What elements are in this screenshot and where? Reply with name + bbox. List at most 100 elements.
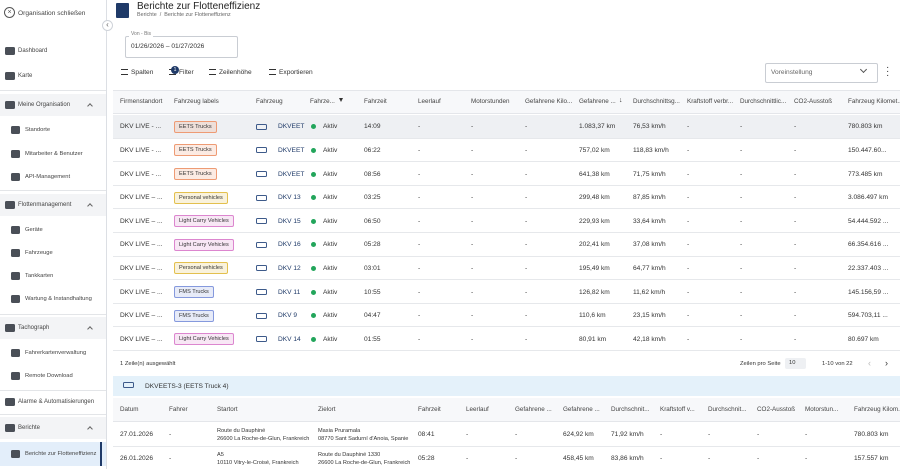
rows-per-page[interactable]: 10	[785, 358, 806, 369]
table-row[interactable]	[113, 115, 900, 139]
detail-column-header[interactable]: Fahrzeug Kilom...	[854, 406, 900, 413]
detail-column-header[interactable]: Kraftstoff v...	[660, 406, 695, 413]
sidebar-section-bg	[0, 317, 106, 339]
column-header[interactable]: Fahrzeug	[256, 98, 283, 105]
sidebar-item[interactable]: Meine Organisation	[18, 102, 71, 108]
more-menu[interactable]: · · ·	[886, 62, 890, 81]
toolbar-button[interactable]: Zeilenhöhe	[219, 69, 252, 76]
toolbar-button[interactable]: Exportieren	[279, 69, 313, 76]
table-row[interactable]	[113, 186, 900, 210]
column-header[interactable]: Durchschnittsg...	[633, 98, 680, 105]
detail-column-header[interactable]: Datum	[120, 406, 139, 413]
cell: -	[418, 146, 421, 154]
table-row[interactable]	[113, 327, 900, 351]
column-header[interactable]: Fahrze...	[310, 98, 335, 105]
detail-cell: -	[466, 455, 469, 462]
table-row[interactable]	[113, 209, 900, 233]
cell: -	[418, 217, 421, 225]
sidebar-item[interactable]: Standorte	[25, 127, 51, 133]
cell: 780.803 km	[848, 123, 883, 131]
cell: DKV LIVE – ...	[120, 288, 163, 296]
detail-cell: -	[708, 431, 711, 438]
close-icon[interactable]: ×	[4, 7, 15, 18]
detail-column-header[interactable]: Durchschnit...	[708, 406, 747, 413]
cell: DKVEET	[278, 123, 305, 131]
sidebar-item[interactable]: Tankkarten	[25, 273, 54, 279]
cell: -	[525, 146, 528, 154]
detail-row[interactable]	[113, 423, 900, 447]
next-page[interactable]: ›	[885, 358, 888, 368]
detail-column-header[interactable]: Gefahrene ...	[563, 406, 600, 413]
date-box[interactable]	[125, 36, 238, 58]
detail-cell: 157.557 km	[854, 455, 889, 462]
sidebar-item[interactable]: Flottenmanagement	[18, 202, 72, 208]
cell: 23,15 km/h	[633, 312, 666, 320]
cell: DKV 12	[278, 264, 301, 272]
sidebar-icon	[11, 226, 20, 234]
sidebar-item[interactable]: Mitarbeiter & Benutzer	[25, 151, 83, 157]
table-row[interactable]	[113, 139, 900, 163]
column-header[interactable]: Fahrzeug labels	[174, 98, 219, 105]
detail-column-header[interactable]: Zielort	[318, 406, 336, 413]
detail-bar	[113, 376, 900, 396]
sidebar-item[interactable]: Fahrzeuge	[25, 250, 53, 256]
breadcrumb[interactable]: Berichte	[137, 12, 157, 18]
sidebar-item[interactable]: Tachograph	[18, 325, 50, 331]
cell: -	[794, 146, 797, 154]
detail-column-header[interactable]: Fahrzeit	[418, 406, 441, 413]
column-header[interactable]: Leerlauf	[418, 98, 441, 105]
table-row[interactable]	[113, 233, 900, 257]
sidebar-item[interactable]: Fahrerkartenverwaltung	[25, 350, 87, 356]
detail-column-header[interactable]: Leerlauf	[466, 406, 489, 413]
detail-column-header[interactable]: Durchschnit...	[611, 406, 650, 413]
cell: -	[418, 123, 421, 131]
preset-label[interactable]: Voreinstellung	[771, 69, 813, 76]
toolbar-button[interactable]: Filter	[179, 69, 194, 76]
detail-column-header[interactable]: CO2-Ausstoß	[757, 406, 796, 413]
toolbar-button[interactable]: Spalten	[131, 69, 154, 76]
date-label: Von - Bis	[129, 31, 154, 38]
detail-title: DKVEETS-3 (EETS Truck 4)	[145, 383, 229, 390]
sidebar-item[interactable]: Geräte	[25, 227, 43, 233]
sidebar-toggle[interactable]: ‹	[102, 20, 113, 31]
detail-cell: -	[466, 431, 469, 438]
sidebar-item[interactable]: Remote Download	[25, 373, 73, 379]
cell: 66.354.616 ...	[848, 241, 889, 249]
cell: 10:55	[364, 288, 381, 296]
cell: Aktiv	[323, 217, 338, 225]
close-org[interactable]: Organisation schließen	[18, 10, 86, 17]
detail-column-header[interactable]: Motorstun...	[805, 406, 839, 413]
table-row[interactable]	[113, 280, 900, 304]
sidebar-item[interactable]: API-Management	[25, 174, 71, 180]
table-row[interactable]	[113, 304, 900, 328]
prev-page[interactable]: ‹	[868, 358, 871, 368]
sidebar-item[interactable]: Berichte	[18, 425, 41, 431]
table-row[interactable]	[113, 162, 900, 186]
detail-column-header[interactable]: Gefahrene ...	[515, 406, 552, 413]
cell: -	[687, 170, 690, 178]
column-header[interactable]: Fahrzeug Kilomet...	[848, 98, 900, 105]
sidebar-item[interactable]: Karte	[18, 73, 33, 79]
preset-select[interactable]	[765, 63, 878, 83]
cell: 202,41 km	[579, 241, 610, 249]
cell: 64,77 km/h	[633, 264, 666, 272]
address-line: 26600 La Roche-de-Glun, Frankreich	[318, 459, 411, 466]
detail-column-header[interactable]: Startort	[217, 406, 238, 413]
column-header[interactable]: Gefahrene ...	[579, 98, 616, 105]
column-header[interactable]: Durchschnittlic...	[740, 98, 787, 105]
cell: -	[740, 335, 743, 343]
sidebar-item[interactable]: Berichte zur Flotteneffizienz	[25, 451, 97, 457]
column-header[interactable]: Motorstunden	[471, 98, 510, 105]
column-header[interactable]: Kraftstoff verbr...	[687, 98, 734, 105]
column-header[interactable]: Firmenstandort	[120, 98, 163, 105]
vehicle-label: Personal vehicles	[174, 262, 228, 275]
table-row[interactable]	[113, 257, 900, 281]
date-value[interactable]: 01/26/2026 – 01/27/2026	[131, 43, 205, 50]
sidebar-item[interactable]: Alarme & Automatisierungen	[18, 399, 95, 405]
sidebar-item[interactable]: Dashboard	[18, 48, 48, 54]
column-header[interactable]: Gefahrene Kilo...	[525, 98, 573, 105]
sidebar-item[interactable]: Wartung & Instandhaltung	[25, 296, 92, 302]
detail-column-header[interactable]: Fahrer	[169, 406, 188, 413]
column-header[interactable]: CO2-Ausstoß	[794, 98, 833, 105]
column-header[interactable]: Fahrzeit	[364, 98, 387, 105]
